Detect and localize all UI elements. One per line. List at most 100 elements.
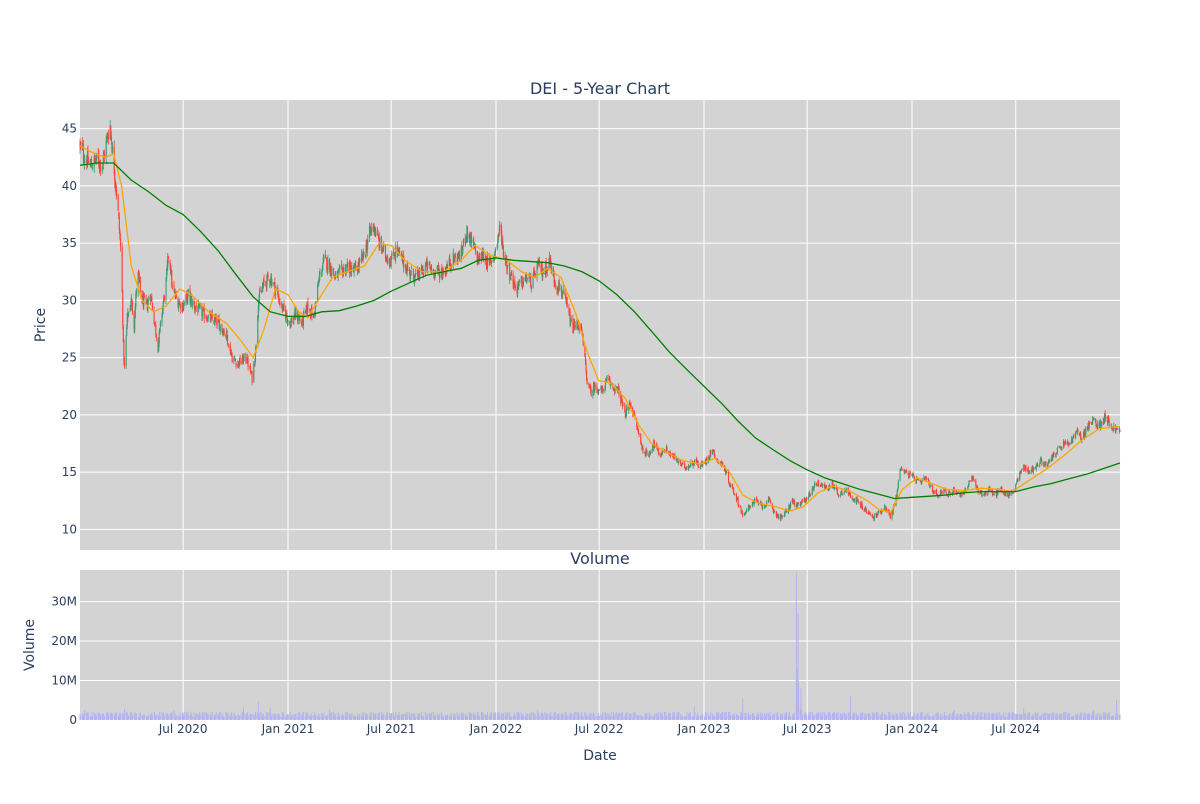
volume-bar: [142, 716, 144, 720]
volume-bar: [1093, 710, 1095, 720]
volume-bar: [198, 715, 200, 720]
candle-body: [1103, 418, 1105, 421]
volume-bar: [736, 715, 738, 720]
candle-body: [1071, 438, 1073, 443]
volume-bar: [378, 712, 380, 720]
candle-body: [365, 244, 367, 255]
candle-body: [948, 491, 950, 493]
volume-bar: [549, 713, 551, 720]
candle-body: [386, 259, 388, 262]
volume-bar: [840, 714, 842, 720]
candle-body: [1028, 470, 1030, 473]
volume-bar: [682, 716, 684, 720]
volume-bar: [1105, 714, 1107, 720]
candle-body: [889, 513, 891, 519]
volume-bar: [436, 714, 438, 720]
volume-bar: [661, 714, 663, 720]
volume-bar: [427, 714, 429, 720]
volume-bar: [167, 714, 169, 720]
volume-bar: [1027, 712, 1029, 720]
volume-bar: [1048, 715, 1050, 720]
candle-body: [609, 378, 611, 386]
volume-bar: [745, 714, 747, 720]
candle-body: [522, 281, 524, 286]
candle-body: [486, 256, 489, 269]
candle-body: [677, 462, 679, 464]
volume-bar: [508, 711, 510, 720]
candle-body: [885, 508, 887, 511]
candle-body: [1048, 460, 1050, 463]
volume-bar: [493, 712, 495, 720]
volume-bar: [590, 713, 592, 720]
volume-bar: [861, 715, 863, 720]
candle-body: [821, 485, 824, 486]
candle-body: [825, 485, 827, 488]
candle-body: [371, 227, 373, 232]
candle-body: [788, 504, 791, 509]
volume-bar: [879, 716, 881, 720]
volume-bar: [474, 716, 476, 720]
volume-bar: [355, 716, 357, 720]
candle-body: [1104, 412, 1106, 417]
volume-bar: [965, 714, 967, 720]
volume-bar: [833, 712, 835, 720]
candle-body: [401, 254, 403, 256]
candle-body: [1021, 468, 1023, 471]
candle-body: [329, 265, 331, 275]
volume-bar: [359, 716, 361, 720]
candle-body: [913, 474, 915, 477]
candle-body: [568, 312, 571, 314]
candle-body: [261, 290, 263, 294]
candle-body: [305, 305, 307, 312]
volume-bar: [1048, 713, 1050, 720]
volume-bar: [1044, 712, 1046, 720]
candle-body: [438, 270, 440, 272]
volume-bar: [864, 716, 866, 720]
candle-body: [1078, 434, 1081, 436]
volume-bar: [802, 715, 804, 720]
candle-body: [391, 253, 393, 260]
candle-body: [734, 494, 736, 496]
candle-body: [419, 267, 421, 278]
volume-bar: [118, 713, 120, 720]
volume-bar: [642, 716, 644, 720]
candle-body: [139, 279, 141, 281]
candle-body: [644, 452, 646, 456]
candle-body: [1011, 491, 1013, 494]
volume-bar: [606, 715, 608, 720]
candle-body: [566, 301, 568, 306]
volume-bar: [1008, 713, 1010, 720]
volume-bar: [713, 715, 715, 720]
candle-body: [621, 398, 623, 404]
candle-body: [936, 494, 938, 496]
volume-bar: [198, 714, 200, 720]
volume-bar: [331, 713, 333, 720]
candle-body: [237, 364, 239, 366]
volume-bar: [203, 712, 205, 720]
candle-body: [744, 512, 746, 515]
candle-body: [194, 309, 196, 311]
candle-body: [885, 508, 887, 509]
candle-body: [648, 455, 650, 457]
volume-bar: [425, 712, 427, 720]
candle-body: [150, 296, 152, 302]
volume-bar: [372, 712, 374, 720]
volume-bar: [788, 712, 790, 720]
volume-bar: [520, 712, 522, 720]
volume-bar: [712, 715, 714, 720]
volume-bar: [525, 713, 527, 720]
candle-body: [521, 277, 523, 282]
candle-body: [1039, 463, 1041, 467]
candle-body: [903, 470, 905, 473]
candle-body: [242, 355, 244, 364]
candle-body: [560, 288, 562, 290]
candle-body: [401, 255, 404, 264]
volume-bar: [717, 713, 719, 720]
candle-body: [641, 447, 644, 449]
volume-bar: [928, 716, 930, 720]
candle-body: [904, 470, 906, 473]
candle-body: [586, 370, 588, 380]
volume-bar: [249, 715, 251, 720]
volume-bar: [566, 715, 568, 720]
candle-body: [243, 357, 245, 363]
